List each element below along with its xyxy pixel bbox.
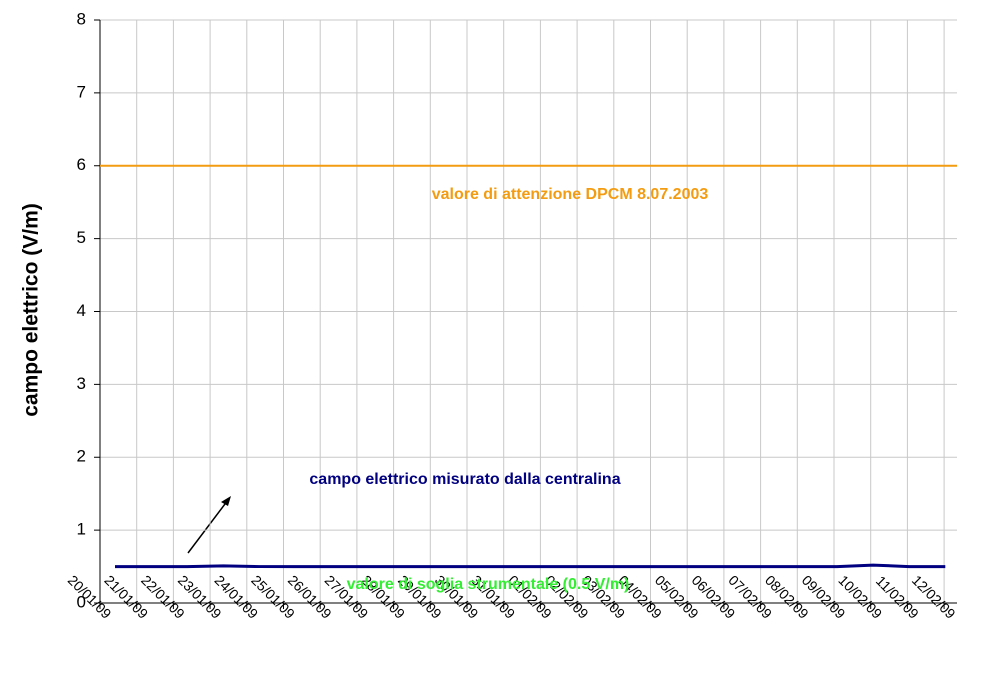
y-tick-label: 6	[77, 155, 86, 174]
reference-label: valore di attenzione DPCM 8.07.2003	[432, 186, 709, 203]
y-tick-label: 7	[77, 82, 86, 101]
reference-label: valore di soglia strumentale (0.5 V/m)	[347, 576, 630, 593]
y-axis-label: campo elettrico (V/m)	[20, 203, 43, 417]
series-line	[115, 563, 946, 569]
y-tick-label: 0	[77, 592, 86, 611]
y-tick-label: 3	[77, 374, 86, 393]
arrow-head	[221, 496, 231, 506]
annotation-arrow	[187, 499, 229, 554]
series-label: campo elettrico misurato dalla centralin…	[309, 471, 620, 488]
y-tick-label: 1	[77, 520, 86, 539]
y-tick-label: 8	[77, 9, 86, 28]
y-tick-label: 4	[77, 301, 86, 320]
y-tick-label: 5	[77, 228, 86, 247]
y-tick-label: 2	[77, 447, 86, 466]
